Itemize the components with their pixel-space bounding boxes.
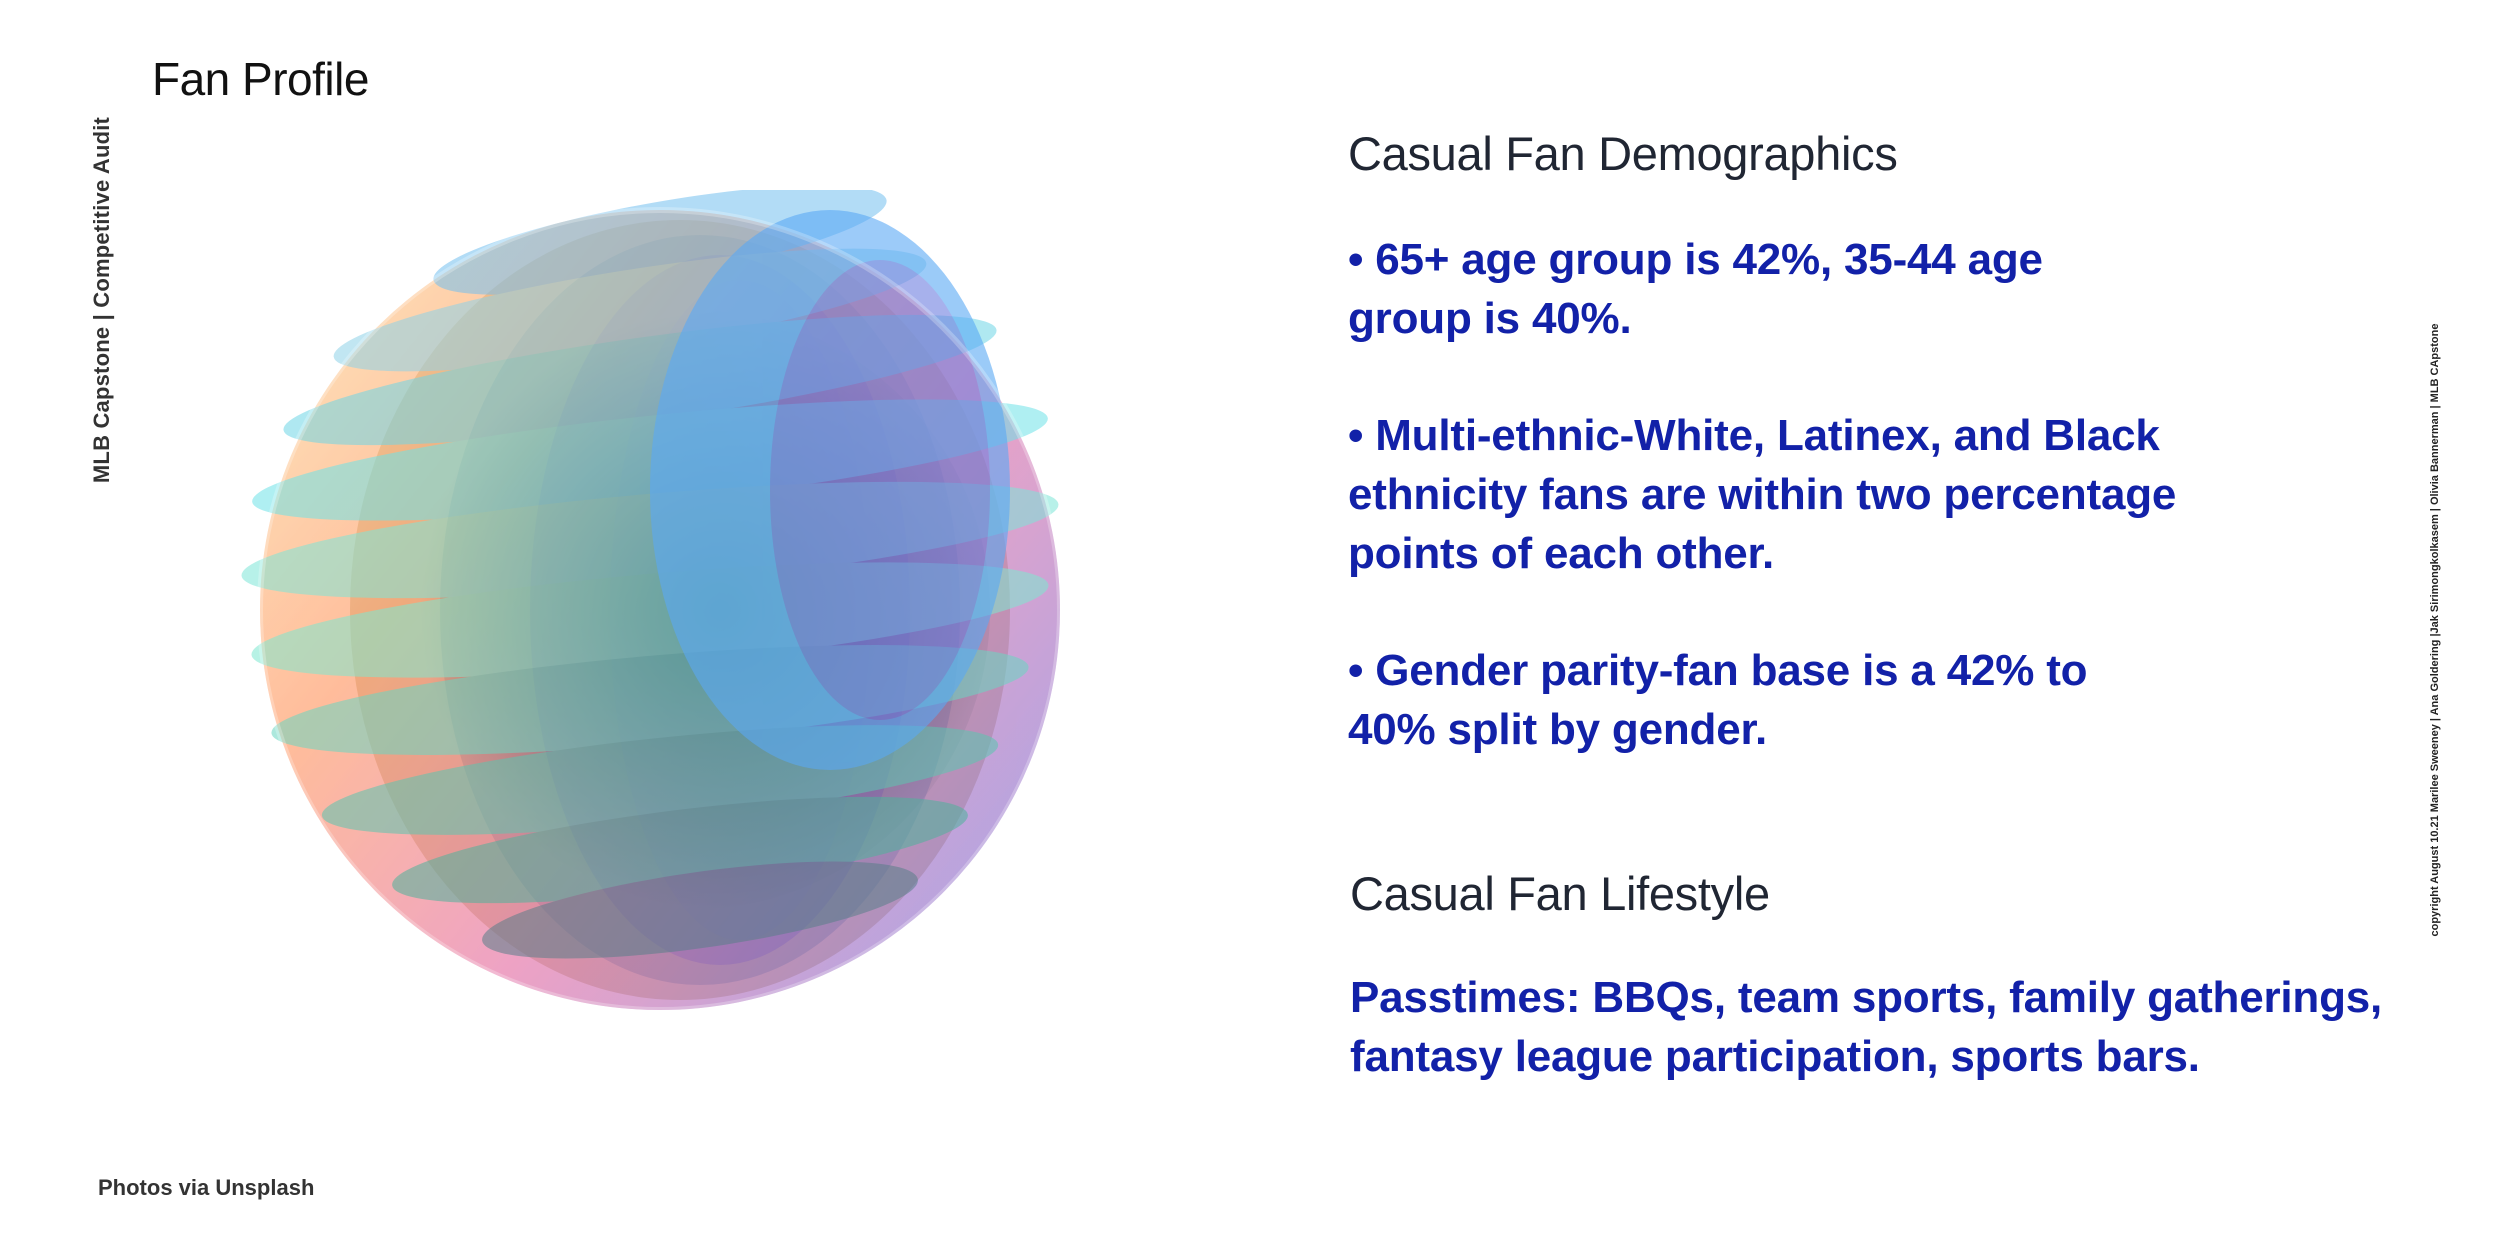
page-title: Fan Profile [152,53,369,105]
copyright-label: copyright August 10.21 Marilee Sweeney |… [2425,300,2445,960]
demographics-bullet-age: • 65+ age group is 42%, 35-44 age group … [1348,235,2043,343]
photo-credit: Photos via Unsplash [98,1175,315,1200]
lifestyle-heading: Casual Fan Lifestyle [1350,867,1770,920]
side-label: MLB Capstone | Competitive Audit [82,110,122,490]
demographics-list: • 65+ age group is 42%, 35-44 age group … [1348,230,2178,817]
copyright-text: copyright August 10.21 Marilee Sweeney |… [2429,323,2441,937]
demographics-heading: Casual Fan Demographics [1348,127,1898,180]
side-label-text: MLB Capstone | Competitive Audit [89,116,114,484]
lifestyle-text: Passtimes: BBQs, team sports, family gat… [1350,973,2383,1081]
demographics-bullet-ethnicity: • Multi-ethnic-White, Latinex, and Black… [1348,411,2177,578]
abstract-sphere-image [241,190,1063,1013]
demographics-bullet-gender: • Gender parity-fan base is a 42% to 40%… [1348,646,2088,754]
